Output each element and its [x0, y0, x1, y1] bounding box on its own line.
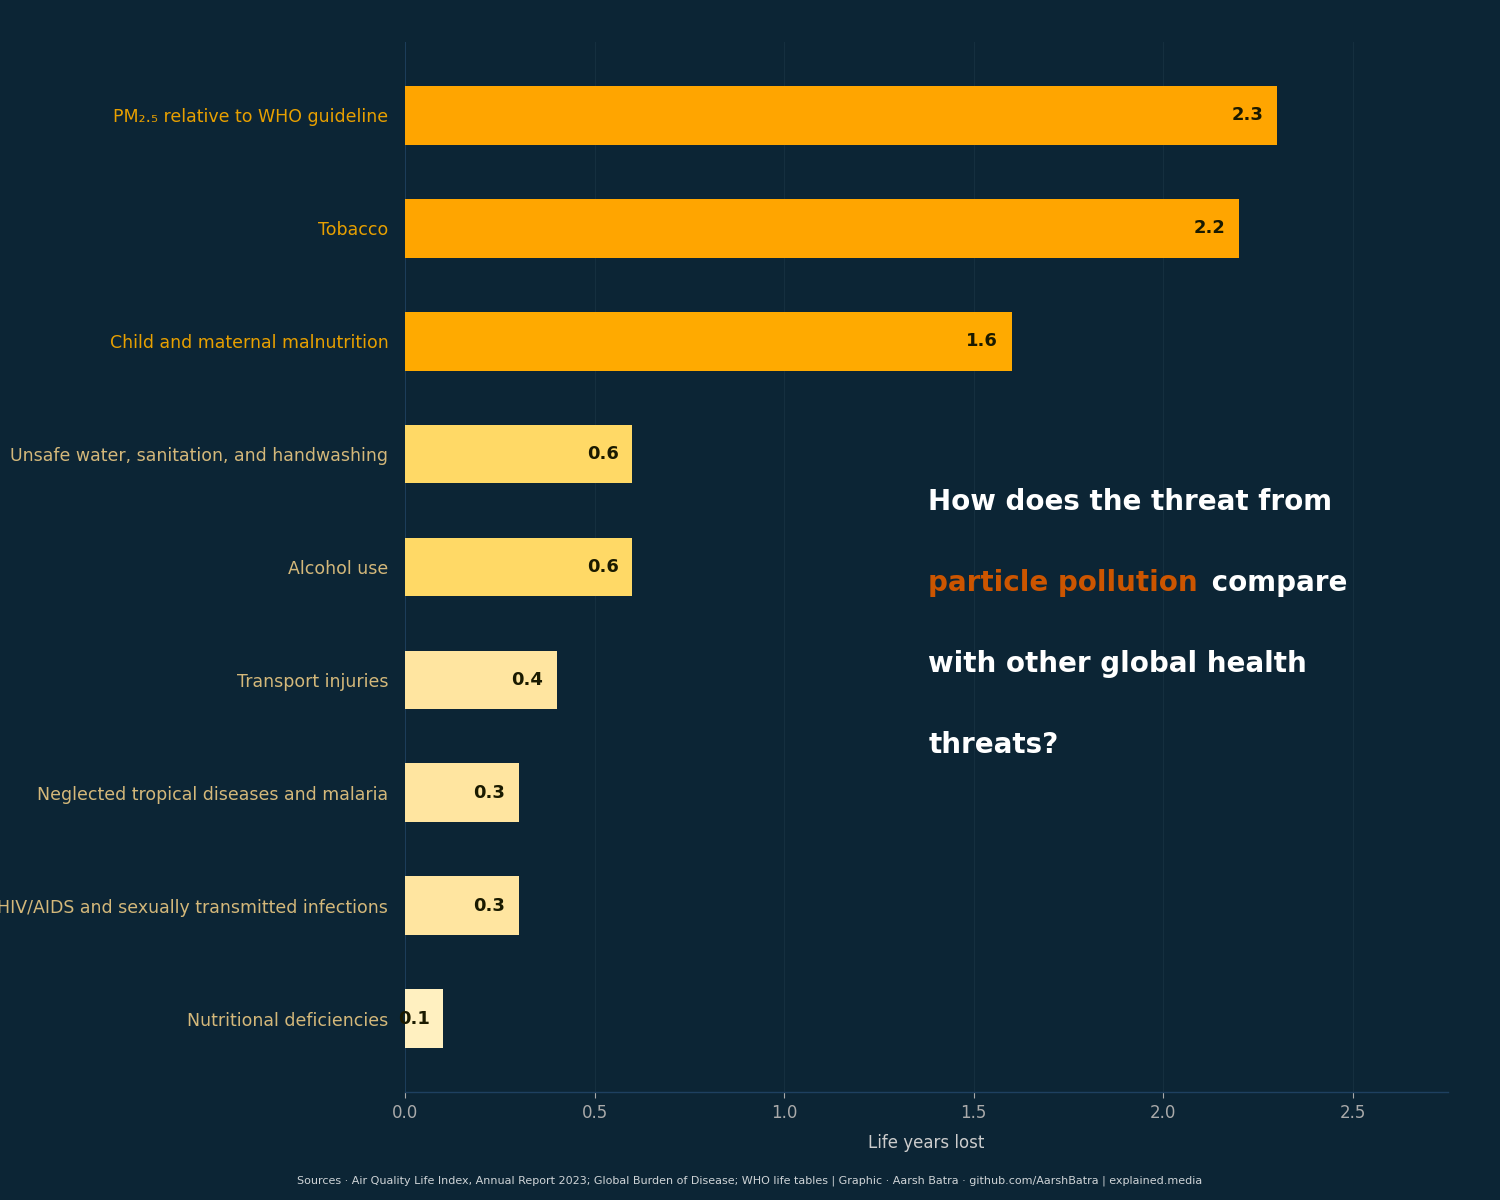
X-axis label: Life years lost: Life years lost: [868, 1134, 984, 1152]
Bar: [405, 86, 1276, 145]
Bar: [405, 199, 1239, 258]
Text: 1.6: 1.6: [966, 332, 999, 350]
Bar: [405, 763, 519, 822]
Text: 2.2: 2.2: [1194, 220, 1225, 238]
Text: 0.6: 0.6: [588, 445, 620, 463]
Bar: [405, 425, 633, 484]
Bar: [405, 989, 442, 1048]
Bar: [405, 538, 633, 596]
Text: 0.3: 0.3: [474, 784, 506, 802]
Text: threats?: threats?: [928, 731, 1059, 760]
Text: 0.1: 0.1: [398, 1009, 429, 1027]
Text: 0.3: 0.3: [474, 896, 506, 914]
Text: particle pollution: particle pollution: [928, 569, 1198, 596]
Text: 0.4: 0.4: [512, 671, 543, 689]
Text: with other global health: with other global health: [928, 650, 1306, 678]
Text: 2.3: 2.3: [1232, 107, 1263, 125]
Bar: [405, 312, 1011, 371]
Text: 0.6: 0.6: [588, 558, 620, 576]
Text: How does the threat from: How does the threat from: [928, 487, 1332, 516]
Bar: [405, 876, 519, 935]
Text: compare: compare: [1202, 569, 1347, 596]
Bar: [405, 650, 556, 709]
Text: Sources · Air Quality Life Index, Annual Report 2023; Global Burden of Disease; : Sources · Air Quality Life Index, Annual…: [297, 1175, 1203, 1186]
